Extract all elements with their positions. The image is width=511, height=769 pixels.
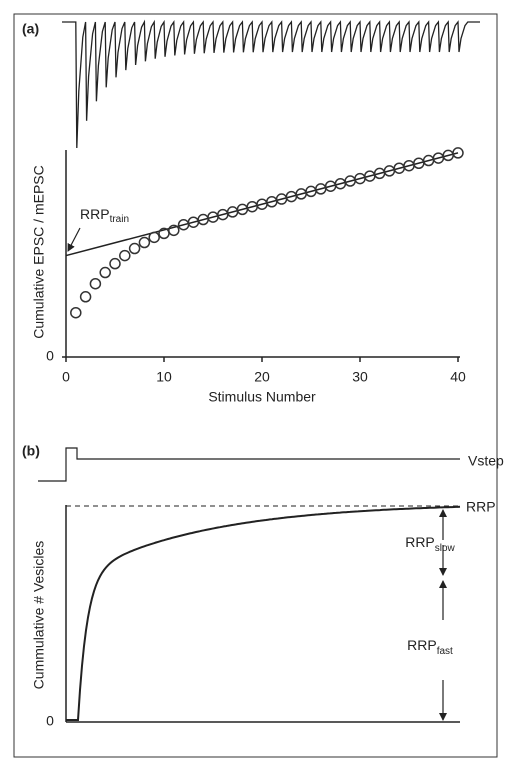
epsc-path — [62, 19, 480, 149]
data-point — [109, 257, 121, 270]
vstep-label: Vstep — [468, 453, 504, 469]
x-tick-label: 40 — [450, 369, 466, 385]
x-tick-label: 30 — [352, 369, 368, 385]
x-axis-label: Stimulus Number — [208, 389, 316, 405]
rrp-fast-label: RRPfast — [407, 637, 453, 657]
y-tick-label: 0 — [46, 348, 54, 364]
rrp-fast-text: RRP — [407, 637, 437, 653]
data-point — [70, 306, 82, 319]
x-tick-label: 20 — [254, 369, 270, 385]
rrp-slow-text: RRP — [405, 534, 435, 550]
y-axis-label: Cumulative EPSC / mEPSC — [31, 165, 47, 339]
data-point — [79, 291, 92, 303]
vesicle-curve — [66, 505, 461, 721]
data-point — [148, 231, 160, 244]
epsc-trace — [62, 19, 480, 149]
annotation-text: RRP — [80, 206, 110, 222]
annotation-subscript: train — [110, 214, 129, 225]
x-tick-label: 0 — [62, 369, 70, 385]
rrp-fast-subscript: fast — [437, 646, 453, 657]
rrp-label: RRP — [466, 499, 496, 515]
data-point — [128, 242, 141, 255]
annotation: RRPtrain — [80, 206, 129, 225]
fit-line — [65, 152, 459, 257]
data-point — [138, 236, 151, 249]
vstep-trace — [38, 447, 460, 482]
rrp-slow-subscript: slow — [435, 543, 456, 554]
rrp-slow-label: RRPslow — [405, 534, 455, 554]
y-tick-label: 0 — [46, 713, 54, 729]
data-point — [99, 266, 111, 279]
frame — [13, 13, 498, 758]
data-point — [168, 224, 180, 237]
x-tick-label: 10 — [156, 369, 172, 385]
panel-label: (a) — [22, 21, 39, 37]
y-axis-label: Cummulative # Vesicles — [31, 541, 47, 690]
data-point — [452, 147, 464, 159]
data-point — [89, 277, 102, 290]
data-point — [119, 249, 131, 262]
panel-label: (b) — [22, 443, 40, 459]
annotation-arrow — [67, 227, 81, 252]
